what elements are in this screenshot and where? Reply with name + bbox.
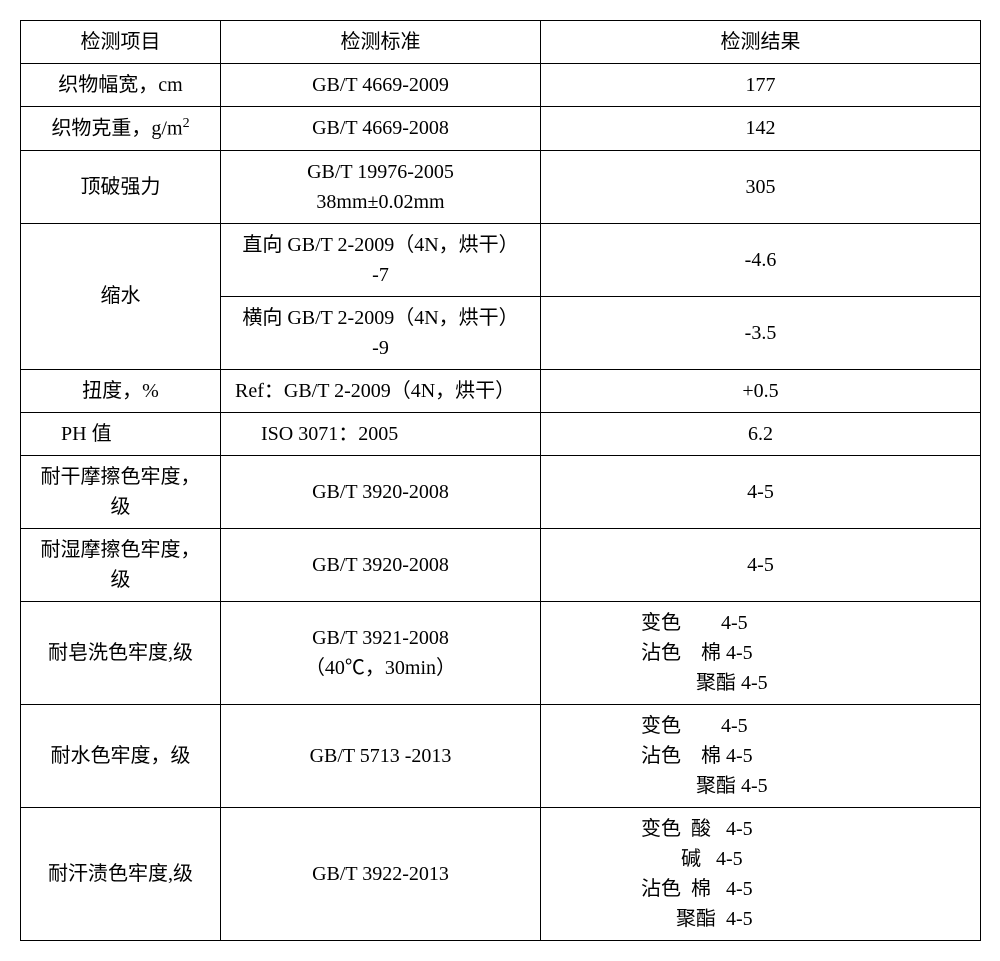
result-cell: 变色 酸 4-5 碱 4-5 沾色 棉 4-5 聚酯 4-5 (541, 807, 981, 940)
table-row: 耐干摩擦色牢度， 级 GB/T 3920-2008 4-5 (21, 455, 981, 528)
table-header-row: 检测项目 检测标准 检测结果 (21, 21, 981, 64)
header-item: 检测项目 (21, 21, 221, 64)
standard-cell: GB/T 5713 -2013 (221, 704, 541, 807)
standard-cell: GB/T 4669-2008 (221, 107, 541, 151)
table-row: 织物幅宽，cm GB/T 4669-2009 177 (21, 64, 981, 107)
item-cell: 扭度，% (21, 369, 221, 412)
item-cell: PH 值 (21, 412, 221, 455)
item-cell: 顶破强力 (21, 150, 221, 223)
item-cell: 耐汗渍色牢度,级 (21, 807, 221, 940)
result-cell: 177 (541, 64, 981, 107)
result-cell: 变色 4-5 沾色 棉 4-5 聚酯 4-5 (541, 704, 981, 807)
standard-cell: 横向 GB/T 2-2009（4N，烘干） -9 (221, 296, 541, 369)
table-row: 扭度，% Ref：GB/T 2-2009（4N，烘干） +0.5 (21, 369, 981, 412)
header-standard: 检测标准 (221, 21, 541, 64)
standard-cell: 直向 GB/T 2-2009（4N，烘干） -7 (221, 223, 541, 296)
result-cell: 4-5 (541, 528, 981, 601)
standard-cell: GB/T 3920-2008 (221, 528, 541, 601)
result-cell: 变色 4-5 沾色 棉 4-5 聚酯 4-5 (541, 601, 981, 704)
result-cell: 142 (541, 107, 981, 151)
standard-cell: GB/T 3922-2013 (221, 807, 541, 940)
result-cell: -4.6 (541, 223, 981, 296)
standard-cell: GB/T 4669-2009 (221, 64, 541, 107)
item-cell: 缩水 (21, 223, 221, 369)
item-cell: 耐湿摩擦色牢度， 级 (21, 528, 221, 601)
standard-cell: ISO 3071：2005 (221, 412, 541, 455)
table-row: 缩水 直向 GB/T 2-2009（4N，烘干） -7 -4.6 (21, 223, 981, 296)
result-cell: 305 (541, 150, 981, 223)
table-row: 顶破强力 GB/T 19976-2005 38mm±0.02mm 305 (21, 150, 981, 223)
standard-cell: GB/T 19976-2005 38mm±0.02mm (221, 150, 541, 223)
item-cell: 耐皂洗色牢度,级 (21, 601, 221, 704)
item-cell: 织物幅宽，cm (21, 64, 221, 107)
table-row: 耐水色牢度，级 GB/T 5713 -2013 变色 4-5 沾色 棉 4-5 … (21, 704, 981, 807)
table-row: 耐汗渍色牢度,级 GB/T 3922-2013 变色 酸 4-5 碱 4-5 沾… (21, 807, 981, 940)
item-cell: 耐水色牢度，级 (21, 704, 221, 807)
item-cell: 织物克重，g/m2 (21, 107, 221, 151)
table-row: 织物克重，g/m2 GB/T 4669-2008 142 (21, 107, 981, 151)
standard-cell: GB/T 3921-2008 （40℃，30min） (221, 601, 541, 704)
result-cell: +0.5 (541, 369, 981, 412)
header-result: 检测结果 (541, 21, 981, 64)
result-cell: 4-5 (541, 455, 981, 528)
standard-cell: GB/T 3920-2008 (221, 455, 541, 528)
standard-cell: Ref：GB/T 2-2009（4N，烘干） (221, 369, 541, 412)
table-row: PH 值 ISO 3071：2005 6.2 (21, 412, 981, 455)
result-cell: -3.5 (541, 296, 981, 369)
test-results-table: 检测项目 检测标准 检测结果 织物幅宽，cm GB/T 4669-2009 17… (20, 20, 981, 941)
table-row: 耐湿摩擦色牢度， 级 GB/T 3920-2008 4-5 (21, 528, 981, 601)
table-row: 耐皂洗色牢度,级 GB/T 3921-2008 （40℃，30min） 变色 4… (21, 601, 981, 704)
item-cell: 耐干摩擦色牢度， 级 (21, 455, 221, 528)
result-cell: 6.2 (541, 412, 981, 455)
